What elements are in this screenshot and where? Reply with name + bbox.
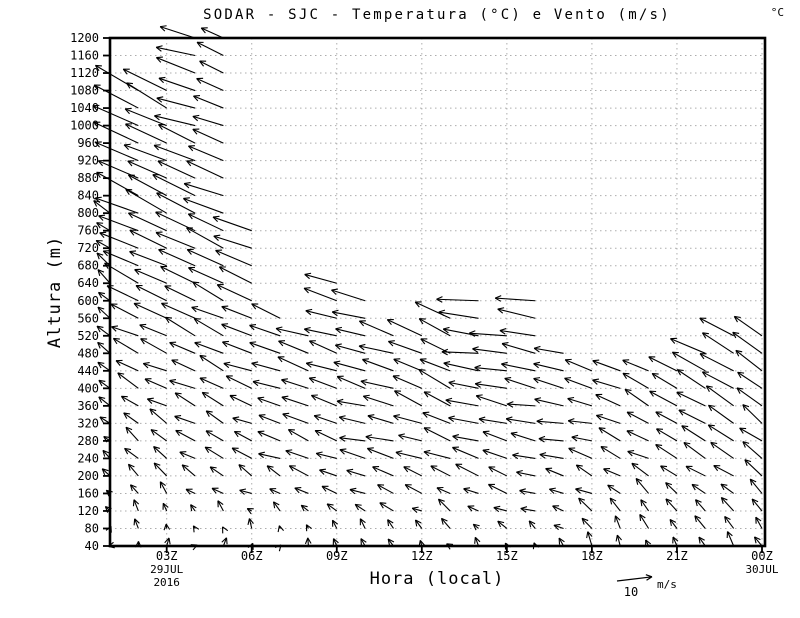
y-tick-label: 360 <box>77 399 99 413</box>
y-tick-label: 1120 <box>70 66 99 80</box>
y-tick-label: 440 <box>77 364 99 378</box>
unit-label-celsius: °C <box>771 6 784 19</box>
y-tick-label: 960 <box>77 136 99 150</box>
y-tick-label: 800 <box>77 206 99 220</box>
y-tick-label: 640 <box>77 276 99 290</box>
chart-title: SODAR - SJC - Temperatura (°C) e Vento (… <box>203 7 671 23</box>
x-tick-date-label: 30JUL <box>745 563 778 576</box>
y-tick-label: 520 <box>77 329 99 343</box>
wind-scale-value: 10 <box>624 585 638 599</box>
y-tick-label: 920 <box>77 154 99 168</box>
x-tick-label: 18Z <box>581 549 603 563</box>
x-axis-label: Hora (local) <box>370 569 505 589</box>
y-tick-label: 400 <box>77 381 99 395</box>
x-tick-label: 00Z <box>751 549 773 563</box>
x-tick-date-label: 2016 <box>153 576 180 589</box>
wind-vector-field <box>92 25 763 552</box>
y-tick-label: 1000 <box>70 119 99 133</box>
y-tick-label: 600 <box>77 294 99 308</box>
x-tick-label: 09Z <box>326 549 348 563</box>
wind-scale-unit: m/s <box>657 578 677 591</box>
axes-box <box>108 36 767 548</box>
y-tick-label: 1200 <box>70 31 99 45</box>
y-tick-label: 680 <box>77 259 99 273</box>
y-tick-label: 560 <box>77 311 99 325</box>
y-axis-label: Altura (m) <box>45 236 65 348</box>
y-tick-label: 160 <box>77 486 99 500</box>
x-tick-label: 21Z <box>666 549 688 563</box>
y-tick-label: 120 <box>77 504 99 518</box>
wind-scale-legend: 10 m/s <box>616 574 677 599</box>
y-tick-label: 1160 <box>70 49 99 63</box>
y-tick-label: 480 <box>77 346 99 360</box>
y-tick-label: 280 <box>77 434 99 448</box>
y-tick-label: 720 <box>77 241 99 255</box>
y-tick-label: 840 <box>77 189 99 203</box>
y-tick-label: 760 <box>77 224 99 238</box>
x-tick-label: 15Z <box>496 549 518 563</box>
x-tick-label: 06Z <box>241 549 263 563</box>
y-tick-label: 1040 <box>70 101 99 115</box>
y-tick-label: 200 <box>77 469 99 483</box>
y-tick-label: 320 <box>77 416 99 430</box>
x-tick-date-label: 29JUL <box>150 563 183 576</box>
y-tick-label: 880 <box>77 171 99 185</box>
y-axis-ticks: 40 80 120 160 200 240 280 320 360 400 440 480 520 560… <box>70 31 110 553</box>
y-tick-label: 1080 <box>70 84 99 98</box>
x-tick-label: 12Z <box>411 549 433 563</box>
y-tick-label: 80 <box>85 521 99 535</box>
y-tick-label: 240 <box>77 451 99 465</box>
x-tick-label: 03Z <box>156 549 178 563</box>
y-tick-label: 40 <box>85 539 99 553</box>
